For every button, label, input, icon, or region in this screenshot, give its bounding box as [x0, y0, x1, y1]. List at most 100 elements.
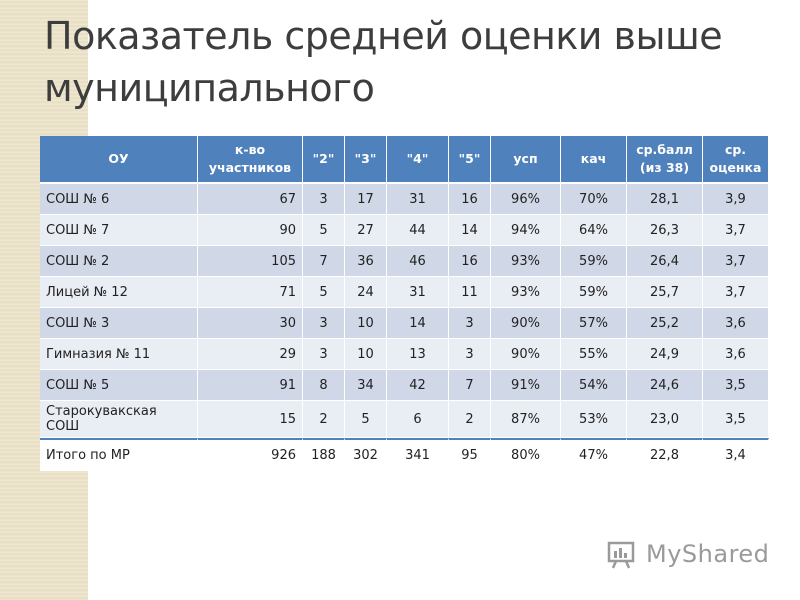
- value-cell: 5: [345, 401, 387, 438]
- value-cell: 57%: [561, 308, 627, 339]
- value-cell: 14: [449, 215, 491, 246]
- value-cell: 46: [387, 246, 449, 277]
- value-cell: 8: [303, 370, 345, 401]
- value-cell: 26,4: [627, 246, 703, 277]
- table-row: Старокувакская СОШ 15 2 5 6 2 87% 53% 23,0 3,5: [40, 401, 769, 438]
- value-cell: 71: [198, 277, 303, 308]
- value-cell: 2: [449, 401, 491, 438]
- school-name-cell: Лицей № 12: [40, 277, 198, 308]
- value-cell: 16: [449, 246, 491, 277]
- value-cell: 7: [303, 246, 345, 277]
- watermark: MyShared: [606, 536, 769, 572]
- header-cell-participants: к-во участников: [198, 136, 303, 184]
- table-total-row: Итого по МР 926 188 302 341 95 80% 47% 22,8 3,4: [40, 438, 769, 471]
- value-cell: 36: [345, 246, 387, 277]
- header-cell-grade-2: "2": [303, 136, 345, 184]
- school-name-cell: СОШ № 7: [40, 215, 198, 246]
- school-name-cell: СОШ № 3: [40, 308, 198, 339]
- value-cell: 34: [345, 370, 387, 401]
- total-value-cell: 188: [303, 438, 345, 471]
- value-cell: 24,9: [627, 339, 703, 370]
- value-cell: 17: [345, 184, 387, 215]
- value-cell: 3,7: [703, 277, 769, 308]
- value-cell: 70%: [561, 184, 627, 215]
- value-cell: 42: [387, 370, 449, 401]
- presentation-board-icon: [607, 541, 635, 569]
- header-cell-grade-3: "3": [345, 136, 387, 184]
- value-cell: 3,6: [703, 308, 769, 339]
- value-cell: 54%: [561, 370, 627, 401]
- value-cell: 55%: [561, 339, 627, 370]
- header-cell-grade-5: "5": [449, 136, 491, 184]
- value-cell: 3: [303, 184, 345, 215]
- results-table: ОУ к-во участников "2" "3" "4" "5" усп к…: [40, 136, 769, 471]
- value-cell: 3: [449, 339, 491, 370]
- value-cell: 5: [303, 277, 345, 308]
- value-cell: 11: [449, 277, 491, 308]
- header-cell-school: ОУ: [40, 136, 198, 184]
- value-cell: 59%: [561, 277, 627, 308]
- table-row: СОШ № 7 90 5 27 44 14 94% 64% 26,3 3,7: [40, 215, 769, 246]
- value-cell: 94%: [491, 215, 561, 246]
- value-cell: 26,3: [627, 215, 703, 246]
- watermark-text: MyShared: [646, 540, 770, 568]
- value-cell: 3: [303, 308, 345, 339]
- total-value-cell: 3,4: [703, 438, 769, 471]
- total-value-cell: 22,8: [627, 438, 703, 471]
- results-table-container: ОУ к-во участников "2" "3" "4" "5" усп к…: [40, 136, 769, 471]
- value-cell: 6: [387, 401, 449, 438]
- value-cell: 29: [198, 339, 303, 370]
- value-cell: 90%: [491, 308, 561, 339]
- value-cell: 23,0: [627, 401, 703, 438]
- value-cell: 90: [198, 215, 303, 246]
- value-cell: 31: [387, 184, 449, 215]
- value-cell: 3,7: [703, 246, 769, 277]
- value-cell: 24: [345, 277, 387, 308]
- value-cell: 64%: [561, 215, 627, 246]
- value-cell: 44: [387, 215, 449, 246]
- table-row: СОШ № 3 30 3 10 14 3 90% 57% 25,2 3,6: [40, 308, 769, 339]
- header-cell-avg-grade: ср. оценка: [703, 136, 769, 184]
- table-row: Гимназия № 11 29 3 10 13 3 90% 55% 24,9 3,6: [40, 339, 769, 370]
- value-cell: 5: [303, 215, 345, 246]
- value-cell: 67: [198, 184, 303, 215]
- value-cell: 93%: [491, 246, 561, 277]
- value-cell: 28,1: [627, 184, 703, 215]
- total-value-cell: 341: [387, 438, 449, 471]
- header-cell-success: усп: [491, 136, 561, 184]
- value-cell: 10: [345, 339, 387, 370]
- value-cell: 27: [345, 215, 387, 246]
- value-cell: 3: [303, 339, 345, 370]
- value-cell: 7: [449, 370, 491, 401]
- header-cell-grade-4: "4": [387, 136, 449, 184]
- value-cell: 30: [198, 308, 303, 339]
- school-name-cell: Гимназия № 11: [40, 339, 198, 370]
- value-cell: 91%: [491, 370, 561, 401]
- value-cell: 3: [449, 308, 491, 339]
- value-cell: 91: [198, 370, 303, 401]
- header-cell-quality: кач: [561, 136, 627, 184]
- total-value-cell: 302: [345, 438, 387, 471]
- slide-title: Показатель средней оценки выше муниципал…: [44, 14, 723, 110]
- value-cell: 25,2: [627, 308, 703, 339]
- school-name-cell: СОШ № 5: [40, 370, 198, 401]
- value-cell: 13: [387, 339, 449, 370]
- value-cell: 96%: [491, 184, 561, 215]
- value-cell: 59%: [561, 246, 627, 277]
- value-cell: 53%: [561, 401, 627, 438]
- value-cell: 3,9: [703, 184, 769, 215]
- value-cell: 3,5: [703, 401, 769, 438]
- total-label-cell: Итого по МР: [40, 438, 198, 471]
- value-cell: 14: [387, 308, 449, 339]
- value-cell: 24,6: [627, 370, 703, 401]
- total-value-cell: 47%: [561, 438, 627, 471]
- value-cell: 3,6: [703, 339, 769, 370]
- total-value-cell: 926: [198, 438, 303, 471]
- table-row: СОШ № 2 105 7 36 46 16 93% 59% 26,4 3,7: [40, 246, 769, 277]
- value-cell: 16: [449, 184, 491, 215]
- total-value-cell: 95: [449, 438, 491, 471]
- table-row: СОШ № 6 67 3 17 31 16 96% 70% 28,1 3,9: [40, 184, 769, 215]
- total-value-cell: 80%: [491, 438, 561, 471]
- value-cell: 87%: [491, 401, 561, 438]
- header-cell-avg-score: ср.балл (из 38): [627, 136, 703, 184]
